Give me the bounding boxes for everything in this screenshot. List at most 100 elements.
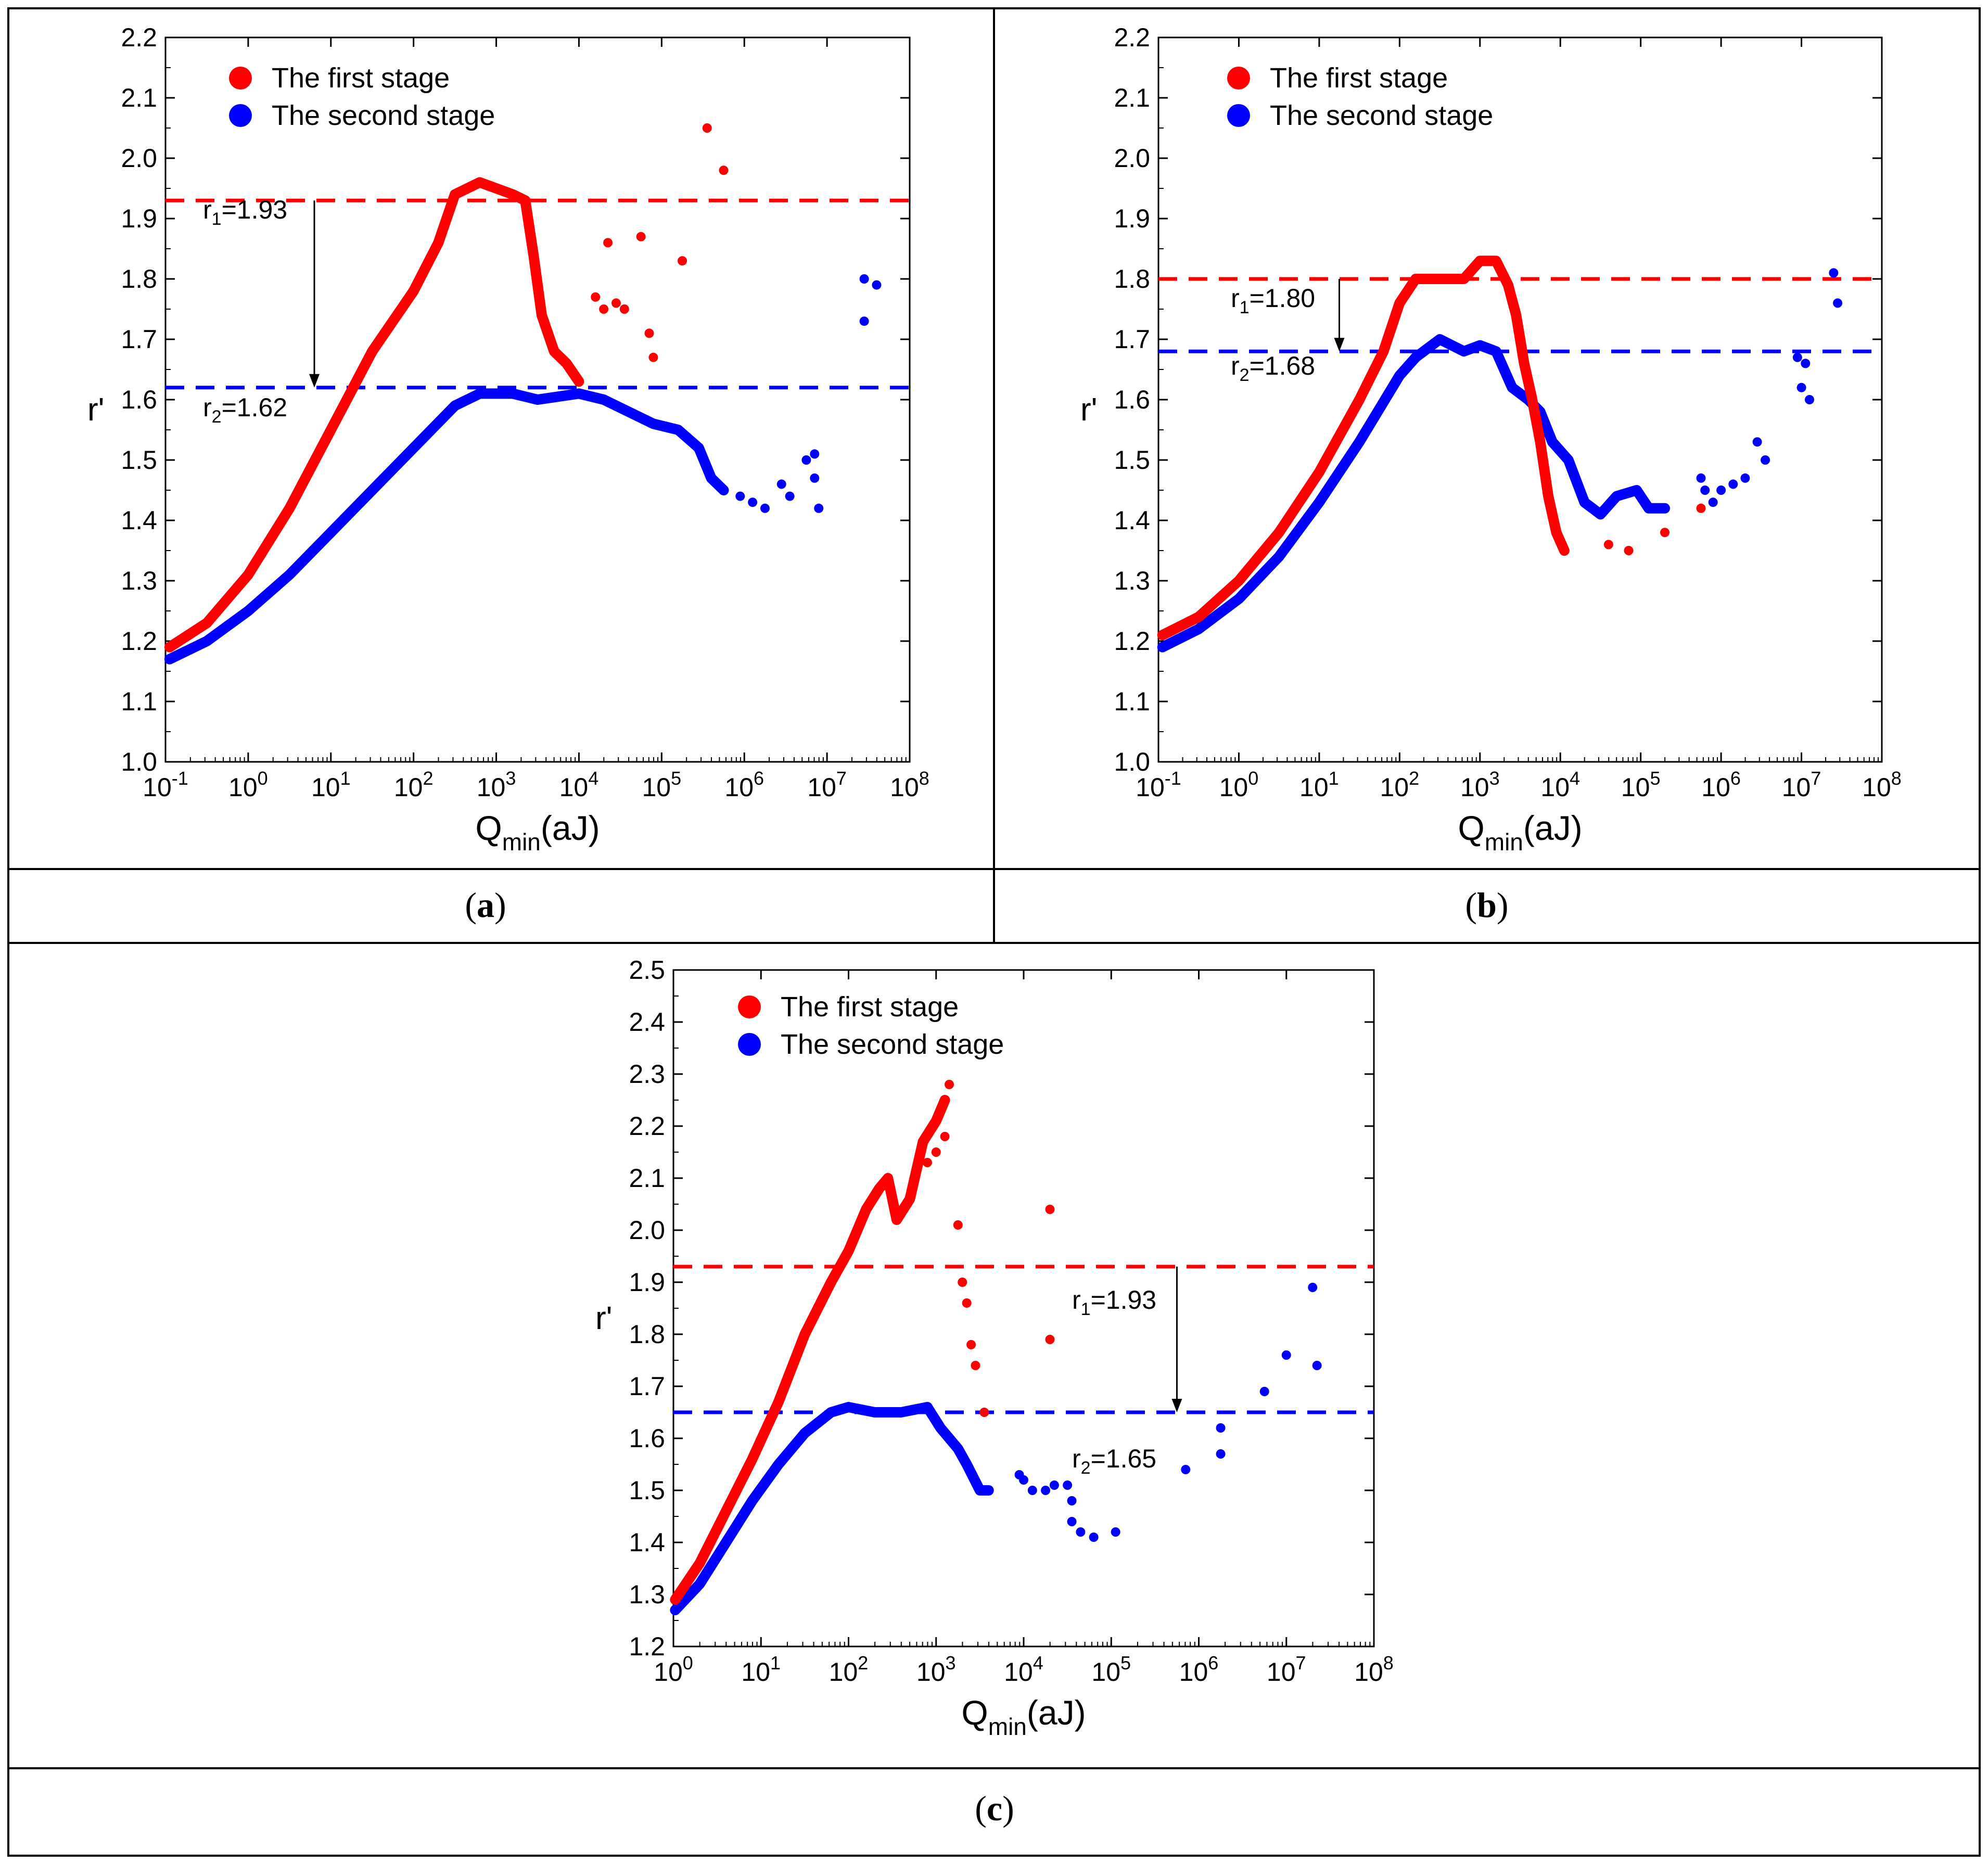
plot-area xyxy=(672,969,1375,1648)
point-second-stage xyxy=(1067,1517,1077,1526)
point-second-stage xyxy=(859,316,869,326)
point-second-stage xyxy=(810,473,820,483)
point-second-stage xyxy=(776,479,786,489)
point-first-stage xyxy=(962,1298,972,1308)
point-second-stage xyxy=(859,274,869,284)
point-second-stage xyxy=(1728,479,1738,489)
x-tick-label: 102 xyxy=(829,1652,869,1687)
y-tick-label: 1.1 xyxy=(121,687,157,716)
legend-label-first-stage: The first stage xyxy=(781,991,959,1023)
point-first-stage xyxy=(1603,540,1613,550)
point-second-stage xyxy=(1761,455,1770,465)
point-first-stage xyxy=(619,304,629,314)
legend-label-second-stage: The second stage xyxy=(1270,100,1493,131)
x-tick-label: 10-1 xyxy=(1136,768,1181,802)
y-tick-label: 1.8 xyxy=(629,1320,665,1349)
y-tick-label: 1.3 xyxy=(629,1580,665,1609)
arrow-head xyxy=(1334,338,1345,352)
y-tick-label: 2.2 xyxy=(629,1112,665,1141)
point-first-stage xyxy=(1624,546,1634,555)
y-tick-label: 1.2 xyxy=(1114,627,1150,656)
point-second-stage xyxy=(1089,1533,1099,1542)
point-first-stage xyxy=(1045,1205,1055,1214)
series-first-stage-curve xyxy=(670,1095,950,1605)
y-tick-label: 1.7 xyxy=(1114,325,1150,354)
point-first-stage xyxy=(958,1278,967,1287)
y-tick-label: 1.9 xyxy=(629,1268,665,1297)
chart-panel-a: 1.0 1.1 1.2 1.3 1.4 1.5 1.6 1.7 1.8 1.9 2.0 2.1 2.2 1… xyxy=(87,23,929,856)
legend-marker-second-stage xyxy=(1227,104,1250,127)
series-second-stage-curve xyxy=(670,1402,994,1615)
y-tick-label: 1.0 xyxy=(1114,747,1150,776)
y-tick-label: 1.1 xyxy=(1114,687,1150,716)
y-tick-label: 1.2 xyxy=(121,627,157,656)
annotation-r1: r1=1.80 xyxy=(1231,284,1315,317)
point-second-stage xyxy=(810,449,820,459)
y-tick-label: 2.4 xyxy=(629,1007,665,1037)
caption-c: (c) xyxy=(975,1789,1014,1828)
y-tick-label: 1.9 xyxy=(1114,204,1150,233)
caption-a: (a) xyxy=(465,885,506,925)
x-tick-label: 108 xyxy=(1354,1652,1394,1687)
annotation-r2: r2=1.65 xyxy=(1072,1444,1156,1478)
point-second-stage xyxy=(1308,1283,1318,1292)
point-first-stage xyxy=(979,1408,989,1417)
legend-label-second-stage: The second stage xyxy=(781,1029,1004,1060)
x-tick-label: 107 xyxy=(1267,1652,1306,1687)
y-axis-label: r' xyxy=(1080,392,1097,428)
arrow-head xyxy=(1171,1399,1182,1412)
y-tick-label: 1.3 xyxy=(121,566,157,595)
y-tick-label: 2.0 xyxy=(1114,144,1150,173)
y-tick-label: 1.4 xyxy=(629,1528,665,1557)
point-second-stage xyxy=(1281,1350,1291,1360)
point-second-stage xyxy=(760,503,770,513)
point-second-stage xyxy=(1063,1480,1073,1490)
point-first-stage xyxy=(644,328,654,338)
point-second-stage xyxy=(1076,1527,1086,1537)
y-tick-label: 2.2 xyxy=(1114,23,1150,52)
y-tick-label: 2.1 xyxy=(121,83,157,112)
y-tick-label: 1.5 xyxy=(629,1476,665,1505)
point-second-stage xyxy=(1700,486,1710,495)
point-second-stage xyxy=(1181,1465,1191,1474)
point-first-stage xyxy=(678,256,687,266)
y-tick-label: 1.5 xyxy=(121,445,157,475)
y-tick-label: 1.3 xyxy=(1114,566,1150,595)
y-tick-label: 1.7 xyxy=(121,325,157,354)
point-first-stage xyxy=(603,238,613,248)
point-first-stage xyxy=(931,1147,941,1157)
legend-label-first-stage: The first stage xyxy=(272,62,450,94)
x-tick-label: 104 xyxy=(1004,1652,1043,1687)
series-second-stage-curve xyxy=(1157,334,1670,653)
y-tick-label: 1.6 xyxy=(121,385,157,414)
point-second-stage xyxy=(1805,395,1814,404)
x-tick-label: 106 xyxy=(724,768,764,802)
annotation-r1: r1=1.93 xyxy=(1072,1285,1156,1319)
y-tick-label: 1.5 xyxy=(1114,445,1150,475)
point-first-stage xyxy=(953,1220,963,1230)
x-tick-label: 101 xyxy=(1299,768,1339,802)
y-tick-label: 1.4 xyxy=(1114,506,1150,535)
y-tick-label: 1.2 xyxy=(629,1632,665,1661)
x-tick-label: 101 xyxy=(741,1652,781,1687)
x-tick-label: 102 xyxy=(394,768,434,802)
x-tick-label: 100 xyxy=(1219,768,1259,802)
point-second-stage xyxy=(1708,497,1718,507)
point-second-stage xyxy=(1216,1423,1226,1433)
legend-marker-first-stage xyxy=(738,995,761,1018)
point-second-stage xyxy=(1067,1496,1077,1505)
point-first-stage xyxy=(922,1158,932,1167)
point-second-stage xyxy=(1049,1480,1059,1490)
point-first-stage xyxy=(636,232,646,241)
y-axis-label: r' xyxy=(87,392,104,428)
chart-panel-c: 1.2 1.3 1.4 1.5 1.6 1.7 1.8 1.9 2.0 2.1 2.2 2.3 2.4 2… xyxy=(595,955,1394,1740)
y-tick-label: 2.0 xyxy=(629,1216,665,1245)
x-tick-label: 100 xyxy=(654,1652,693,1687)
arrow-head xyxy=(309,374,320,388)
x-tick-label: 107 xyxy=(807,768,847,802)
point-second-stage xyxy=(814,503,824,513)
y-tick-label: 1.8 xyxy=(1114,264,1150,293)
point-second-stage xyxy=(1216,1449,1226,1459)
x-tick-label: 10-1 xyxy=(143,768,188,802)
